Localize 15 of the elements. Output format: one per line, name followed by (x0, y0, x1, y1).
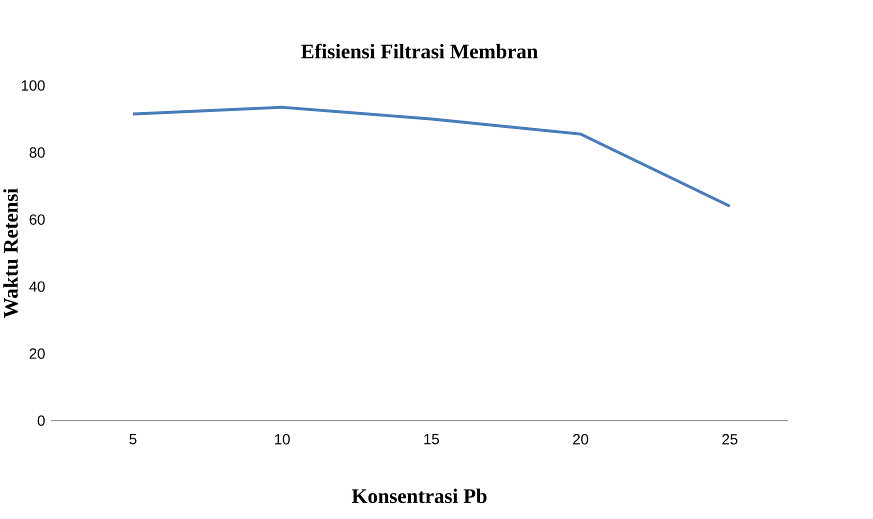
chart-title: Efisiensi Filtrasi Membran (301, 44, 538, 58)
y-tick-label: 60 (30, 214, 45, 225)
x-tick-label: 20 (573, 434, 588, 445)
line-series (131, 106, 732, 208)
y-tick-label: 0 (38, 415, 45, 426)
x-tick-label: 15 (424, 434, 439, 444)
x-tick-label: 25 (722, 434, 738, 445)
x-tick-label: 5 (129, 434, 136, 444)
y-tick-label: 40 (29, 281, 45, 292)
y-tick-label: 100 (22, 80, 45, 91)
x-tick-label: 10 (275, 434, 290, 445)
y-tick-label: 80 (30, 147, 45, 158)
y-tick-label: 20 (30, 348, 45, 359)
y-axis-title: Waktu Retensi (3, 188, 18, 318)
x-axis-title: Konsentrasi Pb (352, 488, 487, 504)
